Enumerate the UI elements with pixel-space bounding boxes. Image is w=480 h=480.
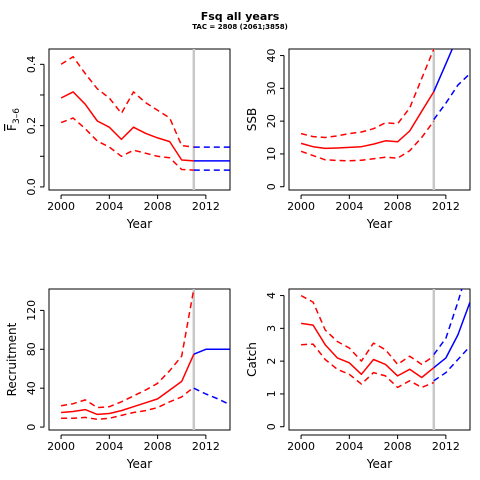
ssb-x-tick-label: 2012 (432, 200, 460, 213)
fbar-x-tick-label: 2008 (144, 200, 172, 213)
ssb-y-tick-label: 0 (265, 183, 278, 190)
catch-series-projection-dashed-4 (433, 289, 463, 356)
ssb-plot-frame (288, 48, 471, 191)
fbar-series-historical-dashed-1 (60, 55, 194, 148)
ssb-x-tick-label: 2000 (287, 200, 315, 213)
catch-series-historical-solid-0 (300, 322, 435, 379)
ssb-series-historical-solid-0 (300, 91, 435, 150)
catch-x-tick-label: 2004 (335, 440, 363, 453)
fbar-plot-frame (48, 48, 231, 191)
recruitment-y-tick-label: 0 (25, 424, 38, 431)
catch-series-group (300, 289, 470, 389)
fbar-y-axis-label: F3–6 (5, 108, 22, 131)
catch-y-axis-label: Catch (245, 342, 259, 377)
fbar-y-tick-label: 0.0 (25, 178, 38, 196)
catch-y-tick-label: 4 (265, 292, 278, 299)
recruitment-series-projection-dashed-4 (193, 289, 195, 290)
ssb-y-axis-label: SSB (245, 108, 259, 131)
catch-x-tick-label: 2012 (432, 440, 460, 453)
ssb-y-tick-label: 30 (265, 81, 278, 95)
catch-x-tick-label: 2008 (384, 440, 412, 453)
recruitment-series-group (60, 289, 230, 421)
recruitment-series-projection-solid-3 (193, 348, 230, 355)
fbar-y-axis-label-sub: 3–6 (12, 108, 22, 124)
ssb-x-axis-label: Year (366, 217, 392, 231)
figure-title: Fsq all years (200, 10, 280, 23)
ssb-series-projection-solid-3 (433, 49, 454, 92)
recruitment-y-axis-label: Recruitment (5, 322, 19, 396)
ssb-series-projection-dashed-4 (433, 49, 435, 50)
fbar-panel: 2000 2004 2008 2012 Year 0.0 0.2 0.4 F3–6 (5, 48, 231, 231)
ssb-series-historical-dashed-2 (300, 120, 435, 162)
ssb-series-group (300, 49, 470, 162)
recruitment-plot-frame (48, 288, 231, 431)
fbar-x-axis-label: Year (126, 217, 152, 231)
catch-y-tick-label: 0 (265, 423, 278, 430)
catch-y-tick-label: 1 (265, 390, 278, 397)
fbar-x-tick-label: 2000 (47, 200, 75, 213)
catch-series-projection-dashed-5 (433, 345, 470, 382)
recruitment-series-projection-dashed-5 (193, 387, 230, 406)
figure-subtitle: TAC = 2808 (2061;3858) (192, 23, 288, 31)
recruitment-y-tick-label: 120 (25, 300, 38, 321)
catch-x-axis-label: Year (366, 457, 392, 471)
recruitment-series-historical-dashed-1 (60, 289, 195, 409)
recruitment-x-tick-label: 2012 (192, 440, 220, 453)
ssb-series-projection-dashed-5 (433, 73, 470, 120)
catch-y-tick-label: 3 (265, 325, 278, 332)
ssb-y-tick-label: 20 (265, 114, 278, 128)
fbar-x-tick-label: 2012 (192, 200, 220, 213)
ssb-y-tick-label: 40 (265, 49, 278, 63)
recruitment-series-historical-solid-0 (61, 353, 195, 416)
fbar-y-tick-label: 0.2 (25, 117, 38, 135)
recruitment-series-historical-dashed-2 (61, 386, 195, 421)
catch-panel: 2000 2004 2008 2012 Year 0 1 2 3 4 Catch (245, 288, 471, 471)
fbar-series-historical-dashed-2 (60, 117, 194, 171)
ssb-series-historical-dashed-1 (300, 49, 435, 139)
fbar-y-axis-label-main: F (5, 124, 19, 131)
recruitment-x-tick-label: 2004 (95, 440, 123, 453)
fbar-series-historical-solid-0 (60, 91, 194, 162)
ssb-panel: 2000 2004 2008 2012 Year 0 10 20 30 40 SSB (245, 48, 471, 231)
catch-x-tick-label: 2000 (287, 440, 315, 453)
recruitment-x-axis-label: Year (126, 457, 152, 471)
ssb-y-tick-label: 10 (265, 147, 278, 161)
fbar-series-group (60, 55, 230, 171)
recruitment-x-tick-label: 2000 (47, 440, 75, 453)
catch-plot-frame (288, 288, 471, 431)
catch-series-historical-dashed-2 (301, 343, 435, 389)
ssb-x-tick-label: 2004 (335, 200, 363, 213)
catch-series-historical-dashed-1 (300, 294, 435, 366)
recruitment-y-tick-label: 80 (25, 342, 38, 356)
fbar-x-tick-label: 2004 (95, 200, 123, 213)
recruitment-y-tick-label: 40 (25, 381, 38, 395)
catch-y-tick-label: 2 (265, 358, 278, 365)
fbar-y-tick-label: 0.4 (25, 56, 38, 74)
recruitment-x-tick-label: 2008 (144, 440, 172, 453)
ssb-x-tick-label: 2008 (384, 200, 412, 213)
catch-series-projection-solid-3 (433, 301, 470, 369)
recruitment-panel: 2000 2004 2008 2012 Year 0 40 80 120 Recruitment (5, 288, 231, 471)
